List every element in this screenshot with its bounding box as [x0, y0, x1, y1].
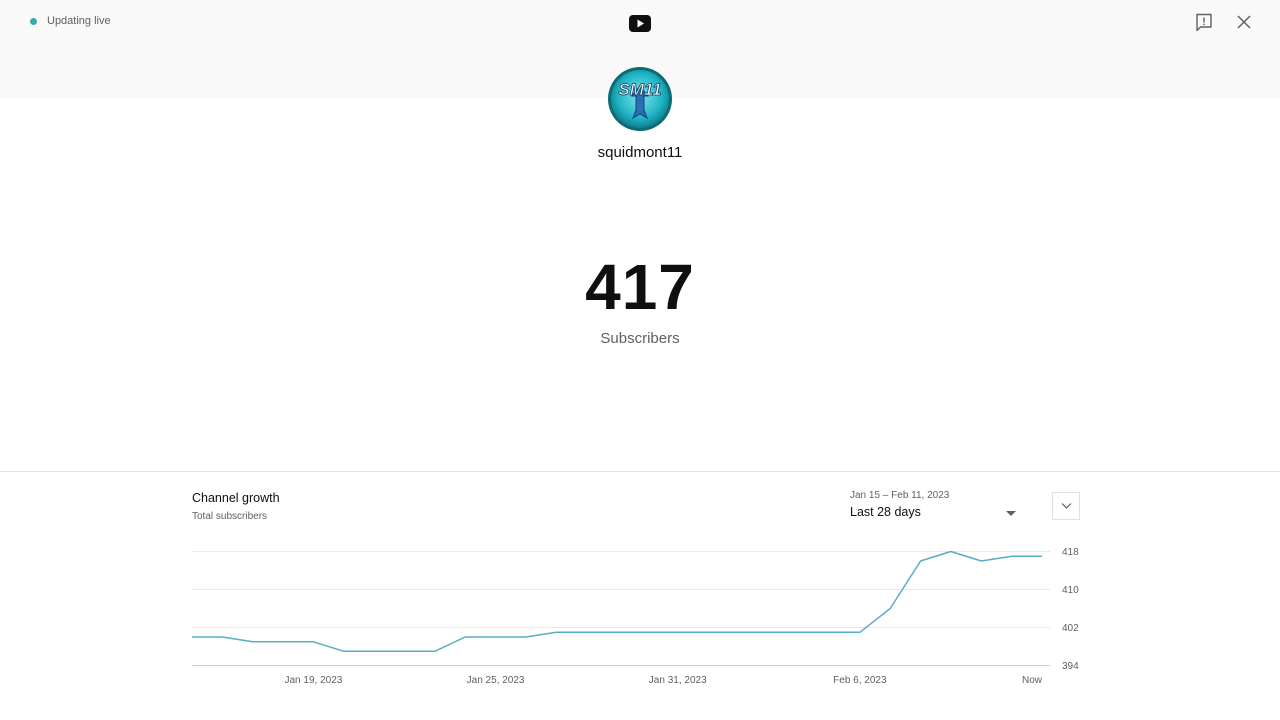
channel-avatar: SM11	[607, 66, 673, 132]
x-tick-label: Jan 31, 2023	[649, 675, 707, 686]
expand-chart-button[interactable]	[1052, 492, 1080, 520]
youtube-icon[interactable]	[629, 15, 651, 32]
x-tick-label: Feb 6, 2023	[833, 675, 887, 686]
subscribers-series-line	[192, 550, 1042, 653]
date-range-text: Jan 15 – Feb 11, 2023	[850, 490, 950, 501]
x-tick-label: Jan 25, 2023	[467, 675, 525, 686]
section-divider	[0, 471, 1280, 472]
subscriber-label: Subscribers	[600, 330, 680, 347]
chevron-down-icon	[1061, 503, 1072, 509]
svg-text:SM11: SM11	[618, 80, 661, 99]
dropdown-caret-icon	[1006, 511, 1016, 516]
y-tick-label: 394	[1062, 661, 1079, 672]
y-tick-label: 418	[1062, 547, 1079, 558]
y-tick-label: 402	[1062, 623, 1079, 634]
channel-growth-title: Channel growth	[192, 491, 280, 505]
channel-name: squidmont11	[597, 144, 683, 161]
live-status-text: Updating live	[47, 15, 111, 27]
live-status: Updating live	[30, 15, 111, 27]
feedback-icon[interactable]	[1194, 12, 1214, 32]
channel-growth-subtitle: Total subscribers	[192, 511, 268, 522]
close-icon[interactable]	[1234, 12, 1254, 32]
y-tick-label: 410	[1062, 585, 1079, 596]
x-tick-label: Now	[1022, 675, 1043, 686]
period-dropdown-label: Last 28 days	[850, 505, 921, 519]
period-dropdown[interactable]: Last 28 days	[850, 504, 1020, 524]
live-indicator-dot	[30, 17, 37, 25]
x-tick-label: Jan 19, 2023	[285, 675, 343, 686]
subscriber-count: 417	[585, 251, 695, 323]
